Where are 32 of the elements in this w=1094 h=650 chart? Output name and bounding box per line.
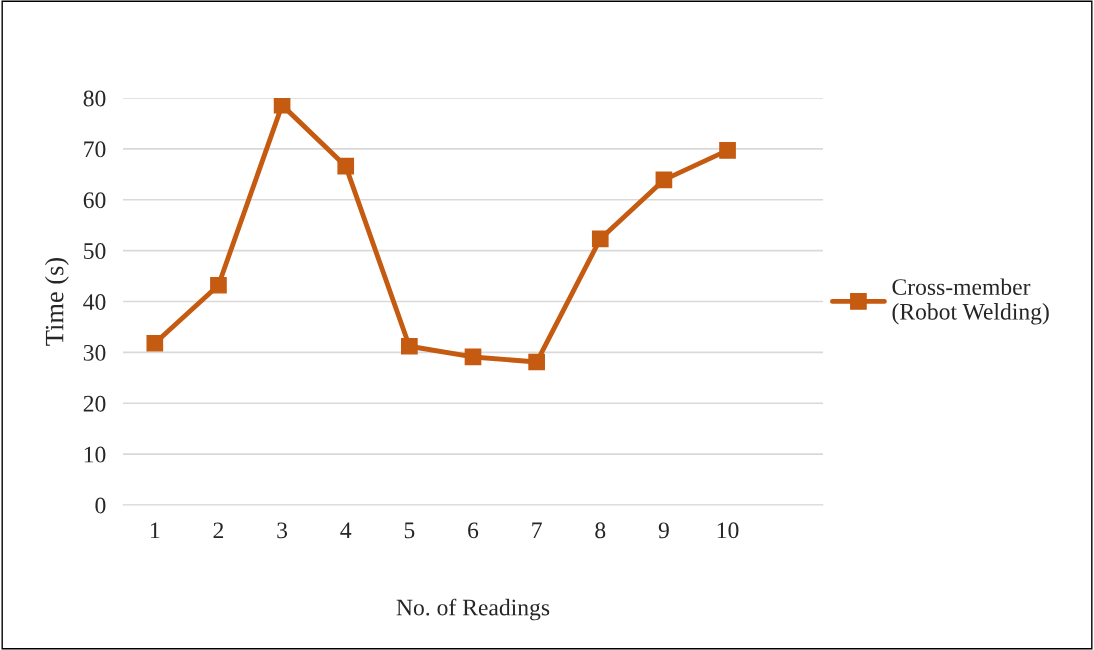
point (719, 142, 736, 159)
y-tick-label: 60 (83, 192, 106, 209)
x-tick-label: 3 (277, 522, 288, 539)
point (146, 334, 164, 352)
point (401, 337, 418, 355)
y-tick-label: 40 (83, 293, 106, 310)
x-tick-label: 8 (595, 522, 606, 539)
point (464, 348, 482, 366)
x-axis-title: No. of Readings (396, 598, 550, 621)
x-tick-label: 9 (658, 522, 669, 539)
y-tick-label: 70 (84, 141, 106, 158)
x-tick-label: 1 (150, 522, 160, 539)
point (655, 171, 673, 189)
y-tick-label: 50 (84, 243, 106, 260)
x-tick-label: 10 (717, 522, 739, 539)
y-tick-label: 80 (83, 90, 106, 107)
point (337, 157, 355, 175)
point (528, 353, 545, 371)
y-tick-label: 0 (95, 497, 106, 514)
point (273, 98, 291, 114)
legend-label: Cross-member (Robot Welding) (892, 278, 1049, 325)
y-axis-title: Time (s) (44, 258, 69, 346)
x-tick-label: 2 (213, 522, 224, 539)
point (591, 230, 609, 248)
y-tick-label: 30 (83, 344, 106, 361)
y-tick-label: 10 (84, 446, 106, 463)
x-tick-label: 4 (340, 522, 352, 539)
point (210, 276, 227, 294)
x-tick-label: 6 (468, 522, 479, 539)
x-tick-label: 5 (404, 522, 415, 539)
x-tick-label: 7 (532, 522, 542, 539)
y-tick-label: 20 (83, 395, 106, 412)
